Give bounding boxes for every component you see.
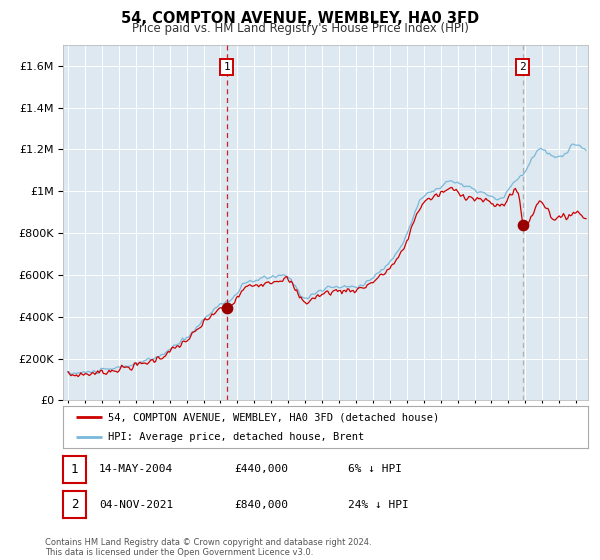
Text: 04-NOV-2021: 04-NOV-2021 — [99, 500, 173, 510]
Text: 14-MAY-2004: 14-MAY-2004 — [99, 464, 173, 474]
Text: Contains HM Land Registry data © Crown copyright and database right 2024.
This d: Contains HM Land Registry data © Crown c… — [45, 538, 371, 557]
Text: 54, COMPTON AVENUE, WEMBLEY, HA0 3FD (detached house): 54, COMPTON AVENUE, WEMBLEY, HA0 3FD (de… — [107, 413, 439, 423]
Point — [222, 304, 232, 313]
Text: 1: 1 — [223, 62, 230, 72]
Text: £440,000: £440,000 — [234, 464, 288, 474]
Text: HPI: Average price, detached house, Brent: HPI: Average price, detached house, Bren… — [107, 432, 364, 442]
Text: £840,000: £840,000 — [234, 500, 288, 510]
Text: 2: 2 — [519, 62, 526, 72]
Point — [518, 220, 527, 229]
Text: Price paid vs. HM Land Registry's House Price Index (HPI): Price paid vs. HM Land Registry's House … — [131, 22, 469, 35]
Text: 54, COMPTON AVENUE, WEMBLEY, HA0 3FD: 54, COMPTON AVENUE, WEMBLEY, HA0 3FD — [121, 11, 479, 26]
Text: 24% ↓ HPI: 24% ↓ HPI — [348, 500, 409, 510]
Text: 1: 1 — [71, 463, 78, 476]
Text: 6% ↓ HPI: 6% ↓ HPI — [348, 464, 402, 474]
Text: 2: 2 — [71, 498, 78, 511]
